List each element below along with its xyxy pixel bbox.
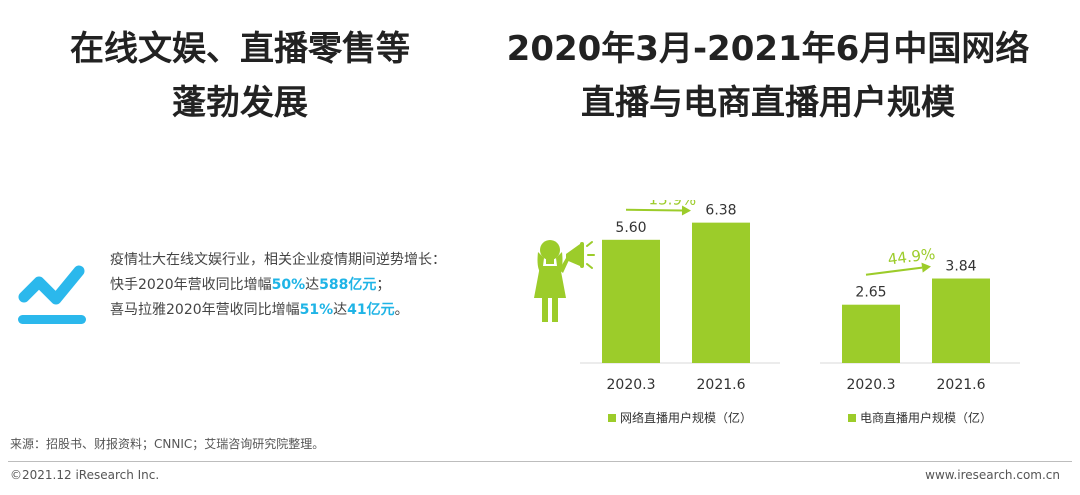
chart2-legend-swatch — [848, 414, 856, 422]
chart2-x-tick: 2020.3 — [847, 377, 896, 393]
desc-line3-prefix: 喜马拉雅2020年营收同比增幅 — [110, 302, 300, 318]
chart2-data-label: 3.84 — [945, 259, 976, 275]
chart1-x-tick: 2021.6 — [697, 377, 746, 393]
left-title-line1: 在线文娱、直播零售等 — [70, 29, 410, 69]
copyright: ©2021.12 iResearch Inc. — [10, 468, 160, 482]
trend-line-shape — [18, 265, 85, 305]
desc-line2: 快手2020年营收同比增幅50%达588亿元； — [110, 273, 530, 298]
right-title-line2: 直播与电商直播用户规模 — [581, 83, 955, 123]
left-title-line2: 蓬勃发展 — [172, 83, 308, 123]
chart1-legend-swatch — [608, 414, 616, 422]
chart2-bar — [932, 278, 990, 363]
footer-divider — [8, 461, 1072, 462]
chart2-growth-arrow — [865, 266, 923, 276]
desc-line3-amount: 41亿元 — [347, 302, 395, 318]
chart2-arrowhead — [921, 262, 931, 273]
chart2-bar — [842, 304, 900, 363]
right-title: 2020年3月-2021年6月中国网络 直播与电商直播用户规模 — [468, 22, 1068, 130]
desc-line3-suffix: 。 — [394, 302, 409, 318]
chart2-legend-label: 电商直播用户规模（亿） — [860, 410, 992, 425]
chart1-growth-label: 13.9% — [648, 200, 696, 209]
desc-line2-amount: 588亿元 — [319, 277, 377, 293]
desc-line2-prefix: 快手2020年营收同比增幅 — [110, 277, 272, 293]
chart1-data-label: 6.38 — [705, 203, 736, 219]
chart1-x-tick: 2020.3 — [607, 377, 656, 393]
chart1-arrowhead — [681, 205, 691, 216]
trend-chart-icon — [18, 265, 86, 324]
desc-line2-pct: 50% — [271, 277, 306, 293]
trend-base-shape — [18, 315, 86, 324]
website-link[interactable]: www.iresearch.com.cn — [925, 468, 1060, 482]
desc-line2-mid: 达 — [305, 277, 320, 293]
chart2-data-label: 2.65 — [855, 285, 886, 301]
description-block: 疫情壮大在线文娱行业，相关企业疫情期间逆势增长： 快手2020年营收同比增幅50… — [110, 248, 530, 323]
left-title: 在线文娱、直播零售等 蓬勃发展 — [40, 22, 440, 130]
chart1-bar — [692, 222, 750, 363]
desc-line3-pct: 51% — [299, 302, 334, 318]
chart1-data-label: 5.60 — [615, 220, 646, 236]
chart1-bar — [602, 239, 660, 363]
desc-line2-suffix: ； — [376, 277, 391, 293]
chart2-growth-label: 44.9% — [887, 245, 937, 269]
chart1-growth-arrow — [625, 208, 683, 212]
chart1-legend-label: 网络直播用户规模（亿） — [620, 410, 752, 425]
source-note: 来源：招股书、财报资料；CNNIC；艾瑞咨询研究院整理。 — [10, 437, 325, 451]
desc-line3-mid: 达 — [333, 302, 348, 318]
megaphone-woman-icon — [534, 240, 595, 322]
chart-online-live-users: 5.60 6.38 2020.3 2021.6 13.9% 网络直播用户规模（亿… — [580, 200, 780, 425]
chart-ecommerce-live-users: 2.65 3.84 2020.3 2021.6 44.9% 电商直播用户规模（亿… — [820, 245, 1020, 425]
chart2-x-tick: 2021.6 — [937, 377, 986, 393]
desc-line1: 疫情壮大在线文娱行业，相关企业疫情期间逆势增长： — [110, 252, 446, 268]
right-title-line1: 2020年3月-2021年6月中国网络 — [506, 29, 1030, 69]
desc-line3: 喜马拉雅2020年营收同比增幅51%达41亿元。 — [110, 298, 530, 323]
